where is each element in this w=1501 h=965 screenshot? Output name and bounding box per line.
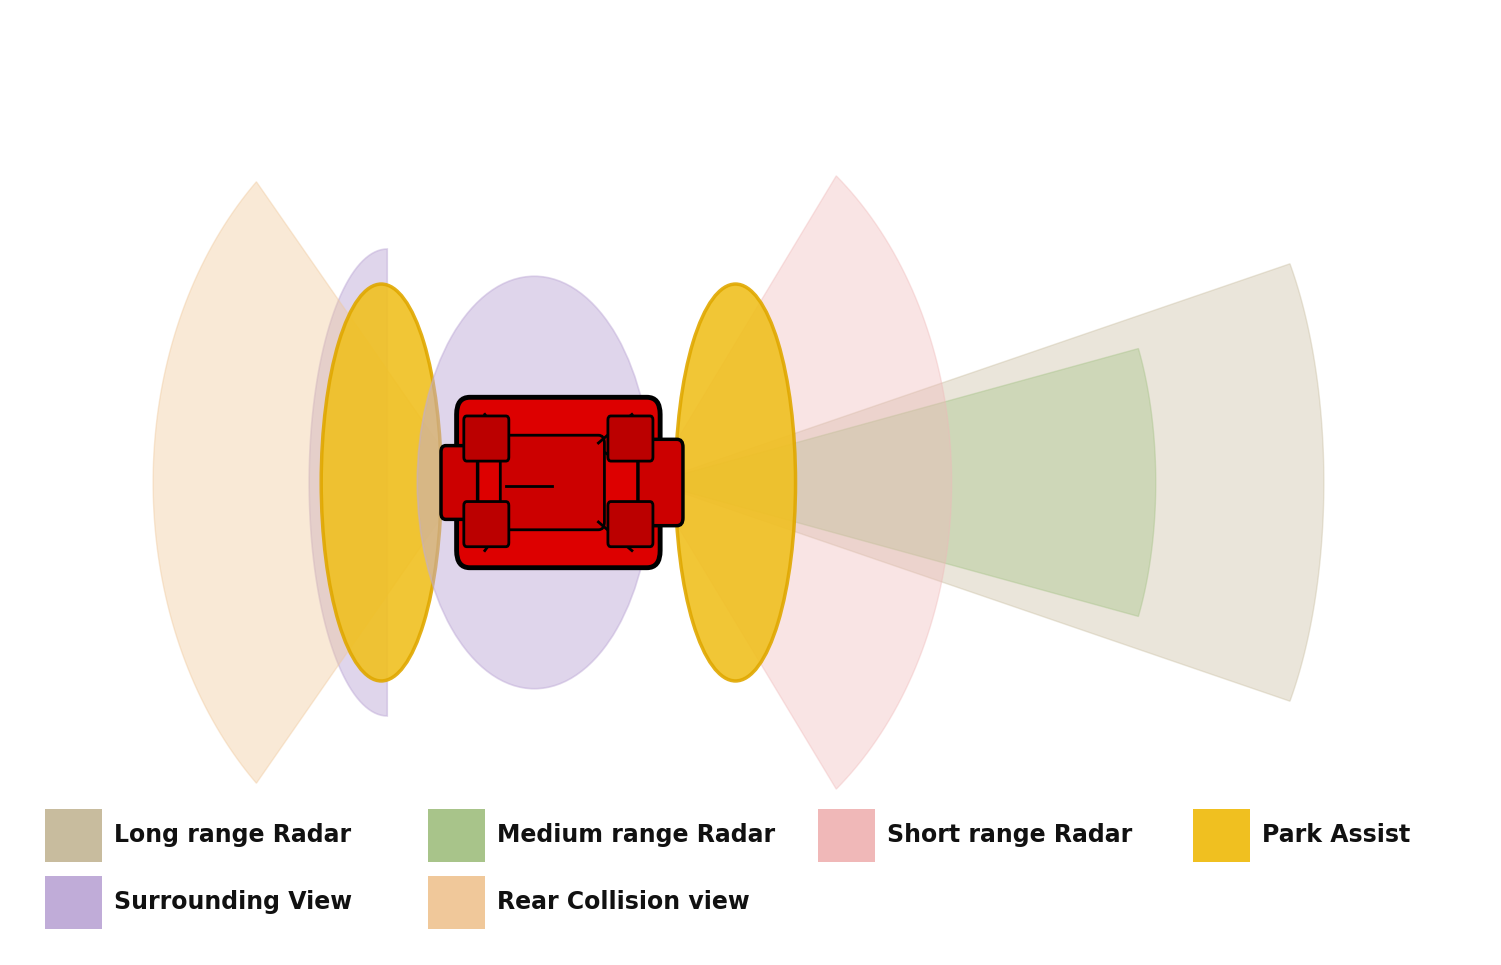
FancyBboxPatch shape	[456, 398, 660, 567]
Ellipse shape	[417, 276, 651, 689]
Ellipse shape	[675, 284, 796, 681]
FancyBboxPatch shape	[500, 435, 605, 530]
Polygon shape	[309, 249, 387, 716]
FancyBboxPatch shape	[608, 502, 653, 547]
FancyBboxPatch shape	[638, 439, 683, 526]
FancyBboxPatch shape	[441, 446, 477, 519]
Text: Short range Radar: Short range Radar	[887, 823, 1132, 846]
FancyBboxPatch shape	[608, 416, 653, 461]
Text: Long range Radar: Long range Radar	[114, 823, 351, 846]
Text: Surrounding View: Surrounding View	[114, 891, 353, 914]
Ellipse shape	[321, 284, 441, 681]
Polygon shape	[153, 181, 465, 784]
FancyBboxPatch shape	[464, 416, 509, 461]
FancyBboxPatch shape	[464, 502, 509, 547]
Text: Rear Collision view: Rear Collision view	[497, 891, 749, 914]
Text: Park Assist: Park Assist	[1262, 823, 1411, 846]
Polygon shape	[651, 263, 1324, 702]
Text: Medium range Radar: Medium range Radar	[497, 823, 775, 846]
Polygon shape	[651, 348, 1156, 617]
Polygon shape	[651, 176, 952, 789]
